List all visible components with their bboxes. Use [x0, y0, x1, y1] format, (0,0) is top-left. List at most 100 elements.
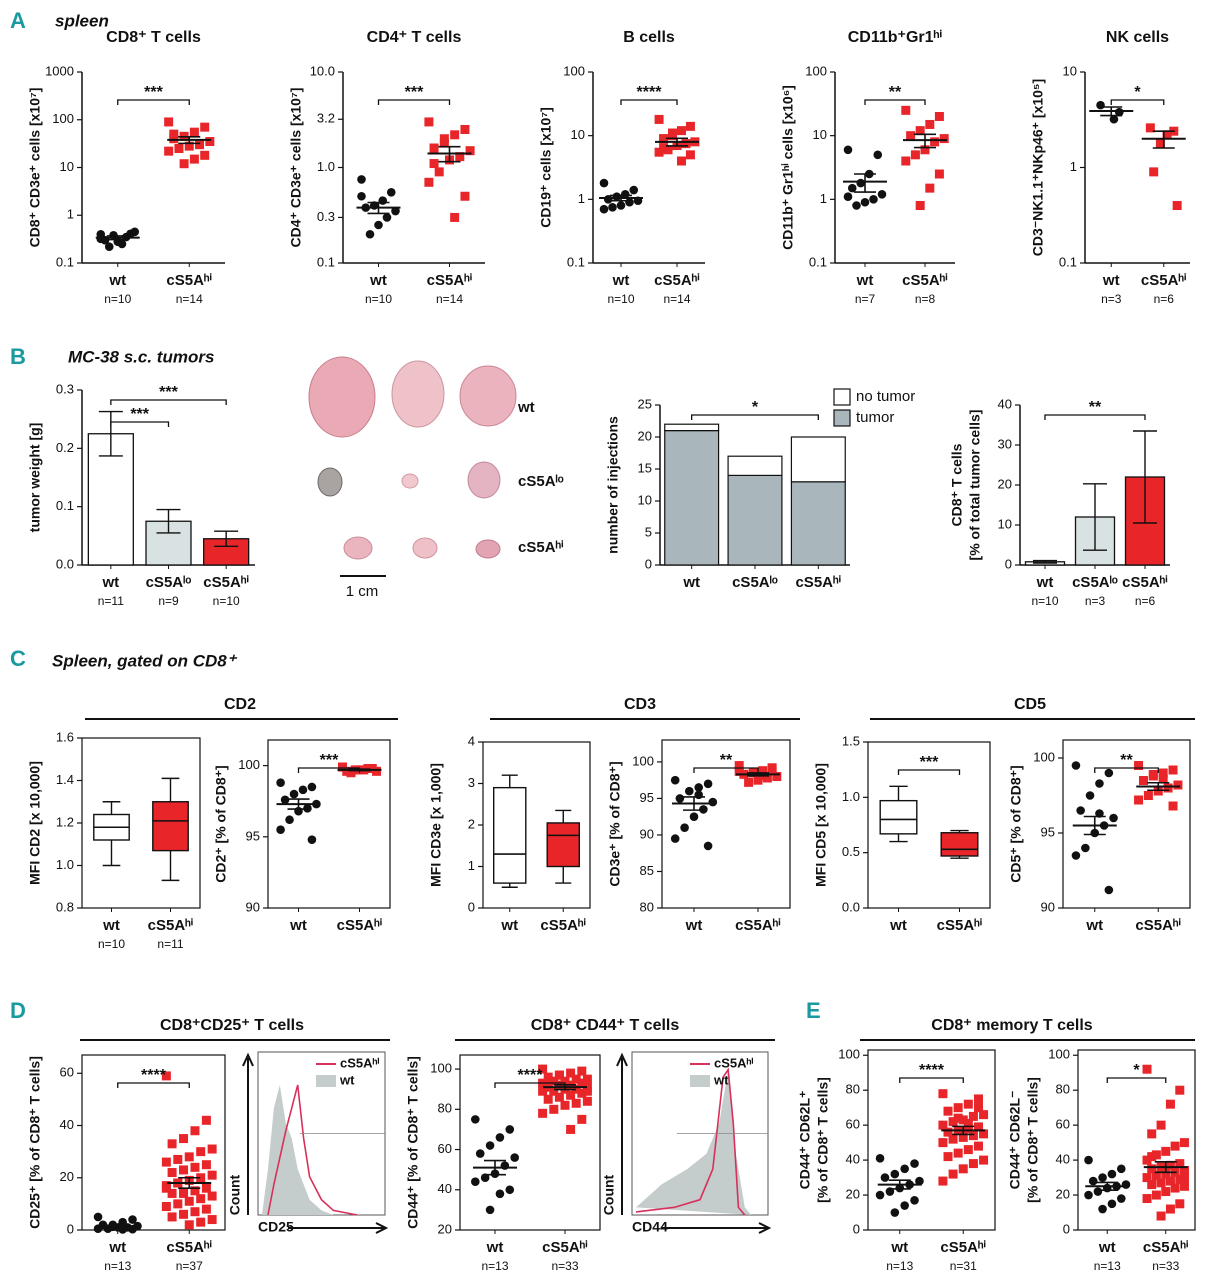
legend-label: wt — [713, 1072, 729, 1087]
data-point — [201, 1183, 211, 1193]
n-label: n=13 — [886, 1259, 913, 1273]
data-point — [1175, 1199, 1185, 1209]
data-point — [847, 183, 857, 193]
chart: 0.1 0.3 1.0 3.2 10.0 CD4⁺ CD3e⁺ cells [x10⁷] C… — [288, 29, 485, 306]
data-point — [307, 782, 317, 792]
significance-bracket — [1044, 414, 1146, 420]
data-point — [164, 117, 174, 127]
n-label: n=10 — [104, 292, 131, 306]
y-tick-label: 1.6 — [56, 729, 74, 744]
histogram-line — [267, 1084, 358, 1216]
legend-swatch — [316, 1075, 336, 1087]
chart: 0 10 20 30 40 CD8⁺ T cells [% of total tumor c… — [949, 396, 1170, 608]
chart: 0 20 40 60 CD25⁺ [% of CD8⁺ T cells] wt n=13 cS… — [27, 1054, 226, 1273]
y-tick-label: 2 — [468, 816, 475, 831]
data-point — [934, 169, 944, 179]
photo-row-label: cS5Aʰⁱ — [518, 539, 564, 556]
data-point — [1179, 1166, 1189, 1176]
y-tick-label: 1.0 — [56, 857, 74, 872]
n-label: n=14 — [663, 292, 690, 306]
data-point — [915, 126, 925, 136]
y-tick-label: 10 — [813, 127, 827, 142]
sem-bar — [287, 798, 310, 810]
y-tick-label: 1000 — [45, 63, 74, 78]
data-point — [943, 1127, 953, 1137]
sem-bar — [178, 135, 201, 145]
data-point — [460, 124, 470, 134]
data-point — [357, 175, 366, 184]
x-tick-label: wt — [889, 917, 907, 934]
data-point — [1081, 843, 1090, 853]
error-bar — [156, 508, 181, 534]
data-point — [685, 121, 695, 131]
significance-label: ** — [889, 84, 902, 101]
data-point — [1158, 768, 1168, 778]
group-header: CD8⁺ memory T cells — [931, 1017, 1093, 1034]
data-point — [460, 191, 470, 201]
significance-label: **** — [637, 84, 663, 101]
y-axis-label: CD8⁺ CD3e⁺ cells [x10⁷] — [27, 88, 43, 248]
data-point — [1085, 791, 1095, 800]
data-point — [901, 156, 911, 166]
data-point — [538, 1086, 548, 1096]
tumor — [391, 360, 445, 428]
group-header: CD3 — [624, 696, 656, 713]
data-point — [577, 1088, 587, 1098]
data-point — [708, 797, 718, 807]
data-point — [128, 1215, 137, 1224]
data-point — [571, 1098, 581, 1108]
y-axis-label: MFI CD5 [x 10,000] — [813, 763, 829, 887]
photo-row-label: cS5Aˡᵒ — [518, 473, 564, 490]
data-point — [625, 197, 634, 207]
data-point — [450, 130, 460, 140]
legend-swatch — [833, 409, 851, 427]
data-point — [167, 1188, 177, 1198]
data-point — [130, 227, 140, 237]
y-tick-label: 20 — [998, 476, 1012, 491]
data-point — [675, 794, 685, 803]
data-point — [201, 1204, 211, 1214]
data-point — [1076, 806, 1085, 815]
data-point — [1156, 1178, 1166, 1188]
axis-label: CD44 — [632, 1219, 668, 1235]
y-tick-label: 100 — [1033, 749, 1055, 764]
tumor — [459, 365, 517, 427]
axis-label: CD25 — [258, 1219, 294, 1235]
data-point — [603, 195, 613, 204]
data-point — [549, 1104, 559, 1114]
whisker — [501, 774, 518, 888]
y-tick-label: 25 — [638, 396, 652, 411]
data-point — [943, 1152, 953, 1162]
significance-bracket — [297, 767, 361, 773]
x-tick-label: cS5Aʰⁱ — [795, 574, 841, 591]
data-point — [471, 1177, 480, 1187]
data-point — [910, 1159, 919, 1168]
x-tick-label: wt — [108, 1239, 126, 1256]
data-point — [1173, 780, 1183, 790]
chart-title: CD11b⁺Gr1ʰⁱ — [848, 29, 943, 46]
n-label: n=13 — [481, 1259, 508, 1273]
data-point — [167, 1139, 177, 1149]
chart: cS5Aʰⁱ wt CD44 Count — [601, 1051, 772, 1235]
plot-frame — [661, 739, 791, 909]
x-tick-label: wt — [486, 1239, 504, 1256]
histogram-line — [635, 1067, 746, 1216]
data-point — [167, 1212, 177, 1222]
data-point — [566, 1090, 576, 1100]
y-axis-label: MFI CD3e [x 1,000] — [428, 763, 444, 887]
data-point — [1168, 801, 1178, 811]
data-point — [906, 131, 916, 141]
tumor — [343, 536, 373, 560]
data-point — [201, 1160, 211, 1170]
chart: 80 85 90 95 100 CD3e⁺ [% of CD8⁺] wt cS5Aʰⁱ ** — [607, 739, 791, 934]
data-point — [925, 119, 935, 129]
sem-bar — [1083, 815, 1106, 836]
data-point — [616, 201, 626, 210]
axis-arrow — [616, 1052, 628, 1215]
data-point — [566, 1068, 576, 1078]
data-point — [455, 152, 465, 162]
data-point — [276, 778, 285, 788]
chart: 20 40 60 80 100 CD44⁺ [% of CD8⁺ T cells] wt n=… — [405, 1054, 601, 1273]
